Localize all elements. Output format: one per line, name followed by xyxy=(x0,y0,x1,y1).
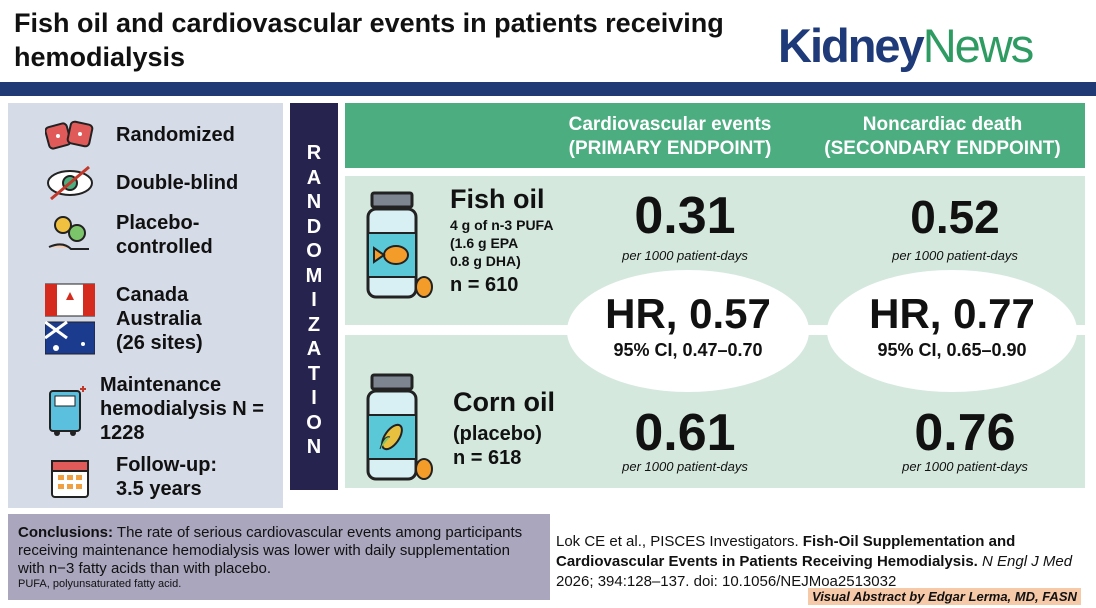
calendar-icon xyxy=(40,455,100,499)
design-item: Randomized xyxy=(8,113,283,157)
fish-secondary-rate: 0.52 xyxy=(910,191,1000,243)
randomization-letter: O xyxy=(306,240,322,262)
randomization-letter: A xyxy=(306,166,322,189)
endpoint-header: Cardiovascular events (PRIMARY ENDPOINT)… xyxy=(345,103,1085,168)
citation: Lok CE et al., PISCES Investigators. Fis… xyxy=(556,533,1073,590)
page-title: Fish oil and cardiovascular events in pa… xyxy=(14,8,724,72)
flags-icon xyxy=(40,281,100,357)
randomization-letter: D xyxy=(306,215,322,238)
fish-primary-rate: 0.31 xyxy=(634,187,736,245)
randomization-letter: M xyxy=(305,264,323,287)
randomization-letter: I xyxy=(311,387,317,409)
conclusions-box: Conclusions: The rate of serious cardiov… xyxy=(8,514,550,600)
randomization-letter: N xyxy=(306,436,322,458)
design-item: Double-blind xyxy=(8,161,283,205)
fish-oil-bottle-icon xyxy=(360,191,435,306)
dialysis-machine-icon xyxy=(40,379,90,439)
blind-eye-icon xyxy=(40,161,100,205)
author-credit: Visual Abstract by Edgar Lerma, MD, FASN xyxy=(808,588,1081,605)
primary-endpoint-header: Cardiovascular events (PRIMARY ENDPOINT) xyxy=(568,114,772,159)
corn-oil-bottle-icon xyxy=(360,373,435,488)
header-divider xyxy=(0,82,1096,96)
randomization-letter: N xyxy=(306,191,322,213)
design-item: Maintenance hemodialysis N = 1228 xyxy=(8,373,283,445)
randomization-letter: I xyxy=(311,289,317,311)
pills-hand-icon xyxy=(40,213,100,257)
design-item: Follow-up: 3.5 years xyxy=(8,453,283,501)
randomization-letter: R xyxy=(306,142,322,164)
dice-icon xyxy=(40,113,100,157)
corn-primary-rate: 0.61 xyxy=(634,404,736,462)
randomization-letter: A xyxy=(306,338,322,360)
corn-secondary-rate: 0.76 xyxy=(914,404,1016,462)
design-item: Canada Australia (26 sites) xyxy=(8,281,283,357)
secondary-hazard-ratio: HR, 0.77 95% CI, 0.65–0.90 xyxy=(827,270,1077,392)
primary-hazard-ratio: HR, 0.57 95% CI, 0.47–0.70 xyxy=(567,270,809,392)
randomization-letter: O xyxy=(306,411,322,434)
design-item: Placebo-controlled xyxy=(8,211,283,259)
study-design-panel: Randomized Double-blind Placebo-controll… xyxy=(8,103,283,508)
secondary-endpoint-header: Noncardiac death (SECONDARY ENDPOINT) xyxy=(824,114,1061,159)
randomization-letter: T xyxy=(307,362,321,385)
randomization-letter: Z xyxy=(307,313,321,336)
kidney-news-logo: KidneyNews xyxy=(778,19,1034,72)
